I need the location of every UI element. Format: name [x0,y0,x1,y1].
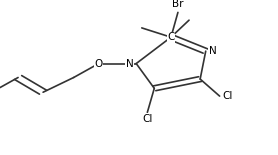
Text: C: C [167,32,175,42]
Text: Cl: Cl [142,114,153,124]
Text: N: N [126,59,133,69]
Text: O: O [95,59,103,69]
Text: Cl: Cl [222,91,233,101]
Text: Br: Br [172,0,184,9]
Text: N: N [208,46,216,56]
